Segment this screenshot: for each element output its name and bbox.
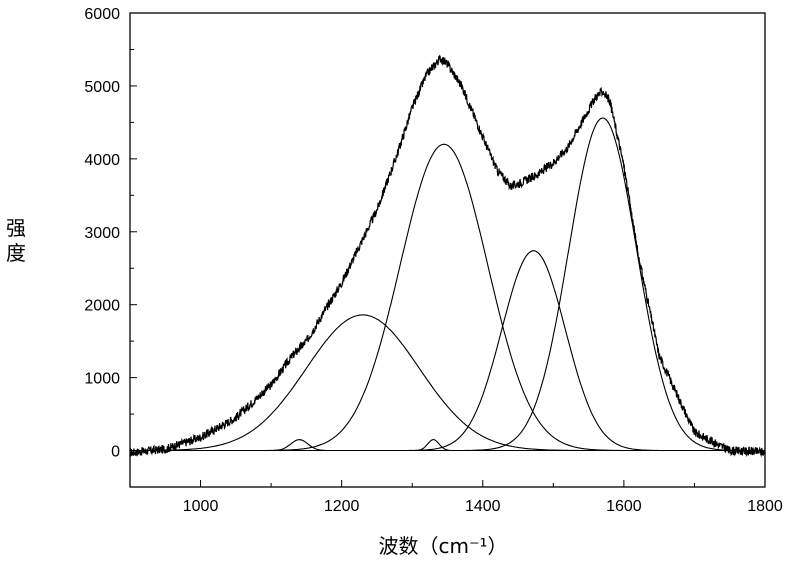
x-axis-title: 波数（cm⁻¹） [378, 534, 507, 558]
y-tick-label-6000: 6000 [84, 6, 120, 23]
measured-spectrum-line [129, 54, 766, 458]
x-tick-label-1200: 1200 [324, 498, 360, 515]
y-tick-label-4000: 4000 [84, 152, 120, 169]
y-tick-label-0: 0 [111, 444, 120, 461]
axes-layer: 1000 1200 1400 1600 1800 0 1000 2000 3000 4000 500… [84, 6, 782, 515]
x-tick-label-1800: 1800 [747, 498, 783, 515]
y-axis-title: 强度 [6, 216, 26, 265]
fit-component-2 [130, 314, 765, 452]
curve-layer [129, 54, 766, 458]
y-tick-label-2000: 2000 [84, 298, 120, 315]
x-tick-label-1400: 1400 [465, 498, 501, 515]
x-tick-label-1000: 1000 [183, 498, 219, 515]
plot-frame [129, 12, 766, 488]
y-tick-label-5000: 5000 [84, 79, 120, 96]
y-tick-label-1000: 1000 [84, 371, 120, 388]
fit-component-6 [130, 117, 765, 452]
y-tick-label-3000: 3000 [84, 225, 120, 242]
x-tick-label-1600: 1600 [606, 498, 642, 515]
